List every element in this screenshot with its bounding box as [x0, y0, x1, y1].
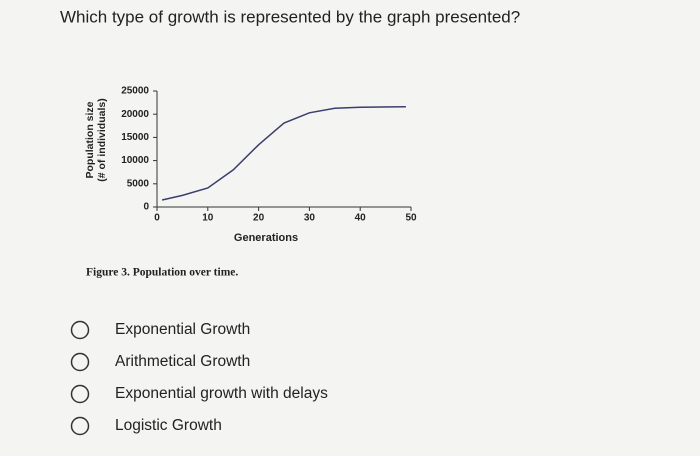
y-tick-label: 25000 — [121, 86, 149, 97]
radio-button[interactable] — [70, 384, 90, 404]
y-tick-label: 15000 — [121, 132, 149, 143]
x-tick-label: 10 — [202, 213, 214, 224]
option-label[interactable]: Exponential growth with delays — [115, 385, 328, 402]
x-tick-label: 50 — [405, 213, 417, 224]
x-tick-label: 30 — [304, 213, 316, 224]
x-tick-label: 20 — [253, 213, 265, 224]
radio-button[interactable] — [70, 416, 90, 436]
line — [161, 106, 406, 201]
option-label[interactable]: Arithmetical Growth — [115, 353, 250, 370]
x-tick-label: 0 — [154, 213, 160, 224]
question: Which type of growth is represented by t… — [60, 7, 520, 26]
y-tick-label: 0 — [143, 202, 149, 213]
option-label[interactable]: Logistic Growth — [115, 417, 222, 434]
radio-button[interactable] — [70, 320, 90, 340]
y-axis-label: Population size — [84, 101, 96, 178]
y-tick-label: 10000 — [121, 155, 149, 166]
x-tick-label: 40 — [355, 213, 367, 224]
y-tick-label: 5000 — [127, 178, 150, 189]
x-axis-label: Generations — [234, 232, 298, 244]
y-tick-label: 20000 — [121, 109, 149, 120]
option-label[interactable]: Exponential Growth — [115, 321, 250, 338]
radio-button[interactable] — [70, 352, 90, 372]
y-axis-label: (# of individuals) — [96, 98, 108, 181]
caption: Figure 3. Population over time. — [86, 267, 238, 279]
